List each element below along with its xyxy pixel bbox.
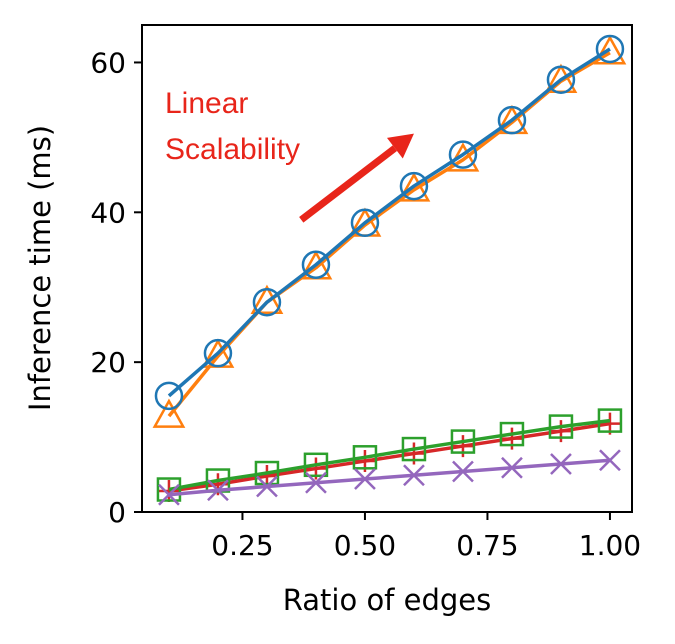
data-point <box>497 105 527 135</box>
data-point <box>595 34 625 64</box>
x-tick-label: 0.75 <box>456 529 518 562</box>
data-point <box>252 287 282 317</box>
data-point <box>501 456 523 479</box>
x-tick-label: 1.00 <box>579 529 641 562</box>
y-axis-title: Inference time (ms) <box>23 125 57 411</box>
plot-frame <box>141 24 633 513</box>
data-point <box>207 479 229 502</box>
arrow-icon <box>386 133 414 159</box>
y-tick-label: 0 <box>108 496 126 529</box>
data-point <box>203 338 233 368</box>
data-point <box>450 429 476 454</box>
data-point <box>156 477 182 502</box>
data-point <box>599 449 621 472</box>
x-axis: 0.25 0.50 0.75 1.00 <box>211 512 641 562</box>
data-point <box>597 408 623 433</box>
y-tick-label: 20 <box>90 346 126 379</box>
annotation-text: Linear <box>165 87 248 120</box>
series-line <box>168 418 611 492</box>
data-point <box>399 171 429 201</box>
data-point <box>350 208 380 238</box>
linear-scalability-annotation: Linear Scalability <box>165 87 414 223</box>
data-point <box>546 65 576 94</box>
data-point <box>158 483 180 506</box>
data-point <box>548 414 574 439</box>
chart-marks <box>152 34 627 506</box>
series-x <box>158 449 621 506</box>
series-circle <box>154 34 625 411</box>
data-point <box>452 460 474 483</box>
data-point <box>403 464 425 487</box>
data-point <box>256 475 278 498</box>
series-square <box>156 408 623 502</box>
series-plus <box>157 412 621 503</box>
data-point <box>154 381 184 411</box>
series-line <box>168 421 611 493</box>
annotation-text: Scalability <box>165 133 300 166</box>
data-point <box>352 445 378 470</box>
arrow-shaft <box>299 145 398 223</box>
data-point <box>448 140 478 169</box>
x-tick-label: 0.50 <box>334 529 396 562</box>
data-point <box>401 436 427 462</box>
y-axis: 0 20 40 60 <box>90 46 142 529</box>
x-axis-title: Ratio of edges <box>283 583 491 617</box>
data-point <box>354 468 376 490</box>
series-line <box>167 47 611 398</box>
data-point <box>152 398 186 428</box>
x-tick-label: 0.25 <box>211 529 273 562</box>
data-point <box>250 284 284 314</box>
series-line <box>168 458 611 497</box>
data-point <box>301 250 331 280</box>
y-tick-label: 60 <box>90 46 126 79</box>
data-point <box>157 480 180 503</box>
data-point <box>305 471 327 494</box>
data-point <box>303 452 329 478</box>
data-point <box>499 421 525 447</box>
data-point <box>254 460 280 486</box>
y-tick-label: 40 <box>90 196 126 229</box>
data-point <box>550 453 572 475</box>
